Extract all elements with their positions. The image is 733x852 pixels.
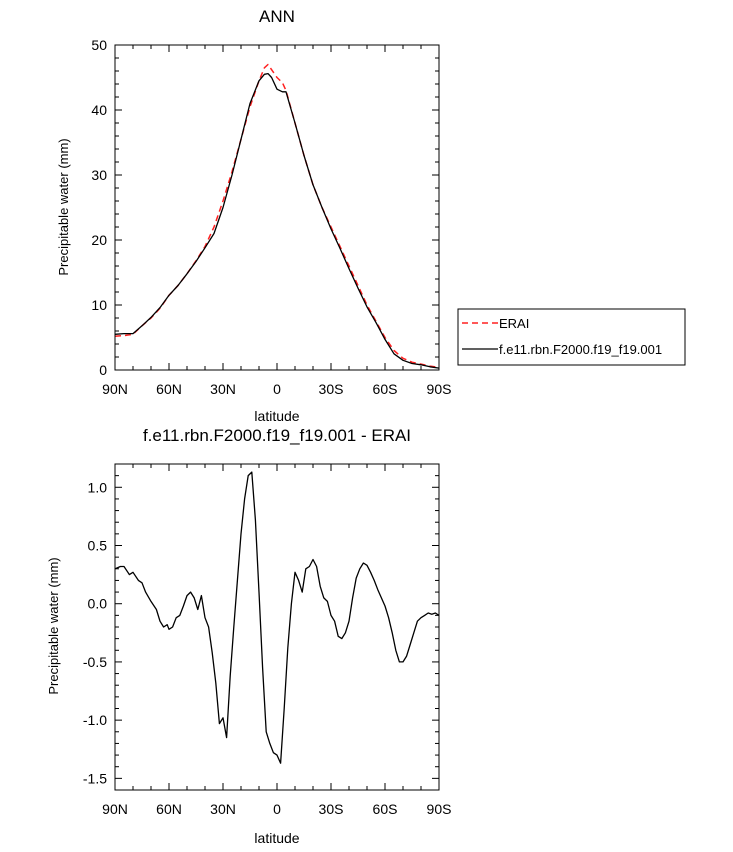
legend-box [457,308,686,366]
top-xtick-label: 90S [427,381,452,397]
top-ytick-label: 50 [91,37,107,53]
legend-label-erai: ERAI [499,316,529,331]
top-panel: ANN Precipitable water (mm) latitude 90N… [56,7,686,424]
bottom-xtick-label: 90N [102,801,128,817]
top-xlabel: latitude [254,408,299,424]
top-xtick-label: 60S [373,381,398,397]
top-plot-frame [114,44,440,371]
top-ticks: 90N 60N 30N 0 30S 60S 90S 0 10 20 30 40 50 [91,37,451,397]
bottom-panel: f.e11.rbn.F2000.f19_f19.001 - ERAI Preci… [46,426,451,846]
legend-label-model: f.e11.rbn.F2000.f19_f19.001 [499,342,662,357]
top-ytick-label: 30 [91,167,107,183]
bottom-plot-frame [114,463,440,791]
bottom-title: f.e11.rbn.F2000.f19_f19.001 - ERAI [143,426,411,445]
bottom-xlabel: latitude [254,830,299,846]
bottom-series-line-0 [114,471,440,764]
top-ylabel: Precipitable water (mm) [56,138,71,275]
bottom-xtick-label: 0 [273,801,281,817]
top-ytick-label: 40 [91,102,107,118]
bottom-ytick-label: 0.0 [88,596,108,612]
top-series-line-0 [114,63,440,369]
bottom-xtick-label: 90S [427,801,452,817]
top-title: ANN [259,7,295,26]
bottom-xtick-label: 30N [210,801,236,817]
top-xtick-label: 30N [210,381,236,397]
bottom-ticks: 90N 60N 30N 0 30S 60S 90S -1.5 -1.0 -0.5 0.0 0.5 1.0 [83,463,452,817]
top-ytick-label: 10 [91,297,107,313]
top-xtick-label: 30S [319,381,344,397]
top-xtick-label: 0 [273,381,281,397]
bottom-xtick-label: 60N [156,801,182,817]
bottom-ytick-label: -1.5 [83,770,107,786]
top-ytick-label: 0 [99,362,107,378]
top-series-line-1 [114,72,440,369]
bottom-ylabel: Precipitable water (mm) [46,557,61,694]
bottom-ytick-label: 0.5 [88,538,108,554]
bottom-ytick-label: 1.0 [88,479,108,495]
bottom-ytick-label: -0.5 [83,654,107,670]
top-xtick-label: 60N [156,381,182,397]
bottom-xtick-label: 30S [319,801,344,817]
legend: ERAI f.e11.rbn.F2000.f19_f19.001 [457,308,686,366]
top-lines [114,63,440,369]
bottom-lines [114,471,440,764]
bottom-ytick-label: -1.0 [83,712,107,728]
bottom-xtick-label: 60S [373,801,398,817]
top-ytick-label: 20 [91,232,107,248]
top-xtick-label: 90N [102,381,128,397]
